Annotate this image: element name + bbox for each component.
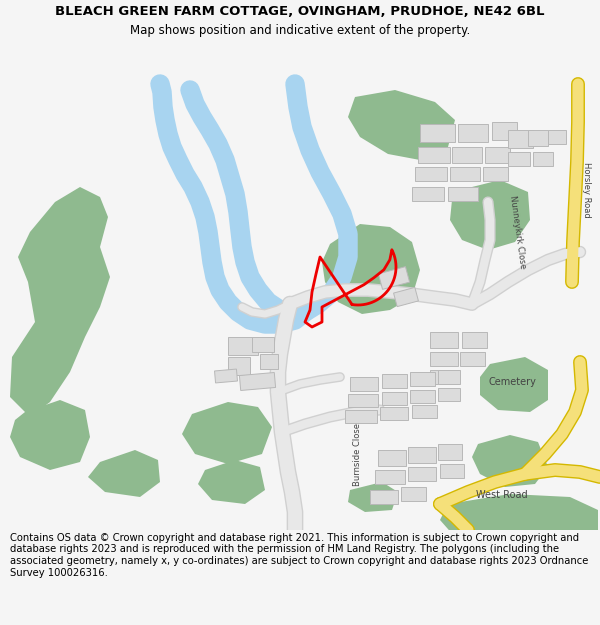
Polygon shape [350,377,378,391]
Polygon shape [401,487,426,501]
Polygon shape [198,460,265,504]
Polygon shape [452,147,482,163]
Polygon shape [348,394,378,407]
Polygon shape [228,357,250,375]
Polygon shape [472,435,548,487]
Polygon shape [375,470,405,484]
Polygon shape [10,400,90,470]
Polygon shape [394,288,418,307]
Polygon shape [492,122,517,140]
Text: Burnside Close: Burnside Close [353,422,362,486]
Polygon shape [508,130,533,148]
Polygon shape [379,267,410,289]
Polygon shape [450,167,480,181]
Polygon shape [440,464,464,478]
Polygon shape [415,167,447,181]
Polygon shape [408,467,436,481]
Polygon shape [528,130,548,146]
Polygon shape [345,410,377,423]
Polygon shape [410,372,435,386]
Polygon shape [460,352,485,366]
Polygon shape [322,224,420,314]
Polygon shape [430,370,458,384]
Polygon shape [430,332,458,348]
Polygon shape [88,450,160,497]
Text: Horsley Road: Horsley Road [583,162,592,218]
Polygon shape [370,490,398,504]
Polygon shape [450,180,530,250]
Polygon shape [458,124,488,142]
Text: Map shows position and indicative extent of the property.: Map shows position and indicative extent… [130,24,470,37]
Polygon shape [438,388,460,401]
Polygon shape [480,357,548,412]
Text: Cemetery: Cemetery [488,377,536,387]
Polygon shape [438,370,460,384]
Polygon shape [228,337,258,355]
Polygon shape [239,372,275,391]
Polygon shape [378,450,406,466]
Text: BLEACH GREEN FARM COTTAGE, OVINGHAM, PRUDHOE, NE42 6BL: BLEACH GREEN FARM COTTAGE, OVINGHAM, PRU… [55,5,545,18]
Polygon shape [548,130,566,144]
Polygon shape [10,187,110,417]
Polygon shape [418,147,450,163]
Polygon shape [252,337,274,352]
Polygon shape [382,392,407,405]
Polygon shape [260,354,278,369]
Polygon shape [410,390,435,403]
Text: Contains OS data © Crown copyright and database right 2021. This information is : Contains OS data © Crown copyright and d… [10,533,588,578]
Polygon shape [348,90,455,160]
Polygon shape [533,152,553,166]
Polygon shape [440,494,598,552]
Polygon shape [430,352,458,366]
Polygon shape [408,447,436,463]
Polygon shape [380,407,408,420]
Polygon shape [412,405,437,418]
Polygon shape [438,444,462,460]
Polygon shape [182,402,272,464]
Polygon shape [462,332,487,348]
Polygon shape [348,482,398,512]
Text: Nunneykirk Close: Nunneykirk Close [508,195,527,269]
Polygon shape [485,147,510,163]
Polygon shape [508,152,530,166]
Text: West Road: West Road [476,490,528,500]
Polygon shape [215,369,238,383]
Polygon shape [412,187,444,201]
Polygon shape [448,187,478,201]
Polygon shape [483,167,508,181]
Polygon shape [382,374,407,388]
Polygon shape [420,124,455,142]
